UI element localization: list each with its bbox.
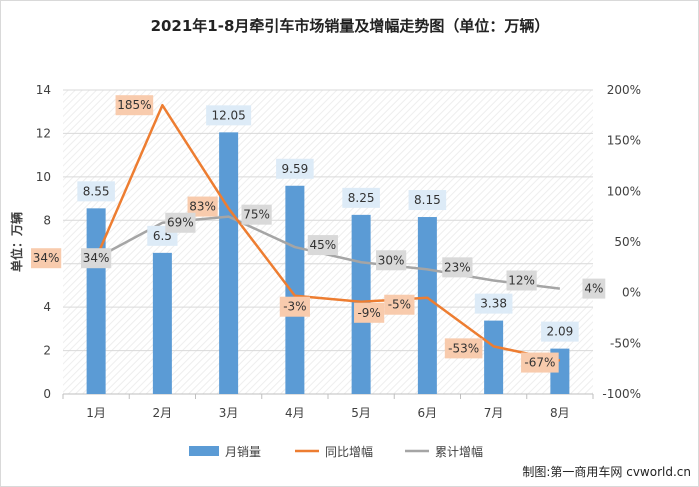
x-tick-label: 7月 (484, 406, 504, 420)
yoy-data-label-bg (521, 352, 559, 373)
credit-text: 制图:第一商用车网 cvworld.cn (522, 464, 691, 479)
yoy-data-label: -67% (524, 356, 555, 370)
x-tick-label: 1月 (86, 406, 106, 420)
cum-data-label: 34% (83, 251, 110, 265)
cum-data-label-bg (165, 212, 196, 233)
bar-data-label: 3.38 (480, 297, 507, 311)
x-tick-label: 8月 (550, 406, 570, 420)
yoy-data-label: 185% (117, 98, 151, 112)
y-tick-label: 8 (43, 213, 51, 227)
x-tick-label: 2月 (153, 406, 173, 420)
yoy-data-label: -5% (388, 298, 411, 312)
cum-data-label-bg (582, 278, 606, 299)
bar-data-label-bg (77, 181, 115, 202)
legend-label: 累计增幅 (435, 444, 483, 459)
cum-data-label: 30% (378, 253, 405, 267)
x-tick-label: 4月 (285, 406, 305, 420)
bar-data-label: 12.05 (211, 108, 245, 122)
bar (285, 185, 305, 394)
bar-data-label: 8.15 (414, 193, 441, 207)
bar-data-label-bg (206, 105, 252, 126)
yoy-data-label-bg (354, 302, 385, 323)
x-axis-ticks: 1月 2月 3月 4月 5月 6月 7月 8月 (62, 393, 594, 420)
bar-data-label: 8.55 (83, 184, 110, 198)
cum-data-label-bg (506, 270, 537, 291)
bar-data-label-bg (474, 293, 513, 314)
cum-data-label-bg (307, 235, 338, 256)
y-axis-label: 单位：万辆 (9, 212, 24, 272)
cum-data-label: 23% (444, 260, 471, 274)
series-line (94, 103, 561, 362)
y-tick-label: 12 (36, 126, 51, 140)
cum-data-label: 12% (508, 274, 535, 288)
bar (86, 208, 106, 394)
cum-data-label-bg (81, 248, 112, 269)
cum-data-label-bg (442, 257, 473, 278)
bar (484, 320, 504, 394)
yoy-data-label: -9% (357, 306, 380, 320)
legend-swatch-bar (189, 446, 219, 456)
x-tick-label: 3月 (219, 406, 239, 420)
bar (152, 252, 172, 394)
y2-axis-ticks: -100% -50% 0% 50% 100% 150% 200% (602, 83, 641, 401)
yoy-data-label: 83% (189, 200, 216, 214)
y2-tick-label: -50% (610, 336, 641, 350)
legend-label: 同比增幅 (325, 444, 373, 459)
yoy-data-label-bg (384, 294, 415, 315)
legend-label: 月销量 (225, 445, 261, 459)
y-tick-label: 4 (43, 300, 51, 314)
yoy-data-label: -3% (283, 300, 306, 314)
bar-data-label: 9.59 (282, 162, 309, 176)
yoy-data-label-bg (444, 338, 483, 359)
y2-tick-label: -100% (602, 387, 641, 401)
y-tick-label: 10 (36, 170, 51, 184)
yoy-data-label-bg (187, 196, 218, 217)
yoy-data-label-bg (279, 296, 310, 317)
y2-tick-label: 200% (607, 83, 641, 97)
cum-data-label-bg (376, 250, 407, 271)
y2-tick-label: 0% (622, 286, 641, 300)
bar-data-label-bg (541, 321, 579, 342)
y2-tick-label: 100% (607, 184, 641, 198)
yoy-data-label-bg (115, 95, 154, 116)
data-labels: 8.556.512.059.598.25 8.153.382.0934%185%8… (31, 95, 606, 373)
cum-data-label-bg (241, 204, 272, 225)
bar (219, 132, 239, 395)
y-tick-label: 2 (43, 344, 51, 358)
bar-data-label: 8.25 (348, 191, 375, 205)
y-axis-ticks: 02468101214 (36, 83, 51, 401)
x-tick-label: 6月 (418, 406, 438, 420)
x-tick-label: 5月 (351, 406, 371, 420)
cum-data-label: 4% (584, 282, 603, 296)
bar (417, 217, 437, 394)
y2-tick-label: 50% (614, 235, 641, 249)
cum-data-label: 69% (167, 216, 194, 230)
bar-data-label-bg (408, 190, 447, 211)
bar-data-label: 2.09 (547, 325, 574, 339)
bar-data-label-bg (342, 187, 380, 208)
y-tick-label: 14 (36, 83, 51, 97)
cum-data-label: 45% (310, 238, 337, 252)
bar-data-label-bg (276, 158, 314, 179)
yoy-data-label-bg (31, 248, 62, 269)
y2-tick-label: 150% (607, 134, 641, 148)
yoy-data-label: 34% (33, 251, 60, 265)
yoy-data-label: -53% (448, 341, 479, 355)
legend: 月销量 同比增幅 累计增幅 (189, 444, 483, 459)
chart-title: 2021年1-8月牵引车市场销量及增幅走势图（单位：万辆） (151, 17, 550, 35)
cum-data-label: 75% (243, 208, 270, 222)
y-tick-label: 0 (43, 387, 51, 401)
